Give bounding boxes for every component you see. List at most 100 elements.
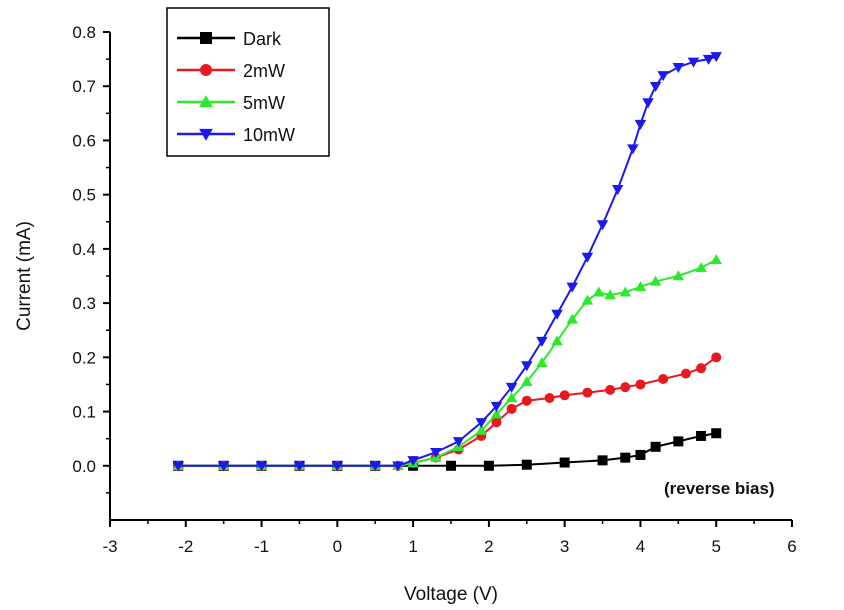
data-point (293, 461, 306, 472)
data-point (581, 252, 594, 263)
x-tick-label: 2 (484, 537, 493, 556)
data-point (635, 449, 646, 460)
y-tick-label: 0.7 (72, 77, 96, 96)
data-point (604, 289, 616, 300)
legend-label: Dark (243, 29, 282, 49)
data-point (172, 461, 184, 472)
legend-entries: Dark 2mW 5mW 10mW (177, 29, 295, 145)
data-point (611, 184, 624, 195)
data-point (657, 71, 669, 82)
data-point (711, 428, 722, 439)
legend-entry: 5mW (177, 93, 285, 113)
data-point (620, 452, 631, 463)
data-point (620, 382, 631, 393)
x-tick-label: -1 (254, 537, 269, 556)
y-tick-label: 0.1 (72, 403, 96, 422)
data-point (649, 81, 662, 92)
data-point (696, 430, 707, 441)
data-point (581, 294, 594, 305)
data-point (672, 270, 685, 281)
data-point (505, 392, 518, 403)
legend-entry: 2mW (177, 61, 285, 81)
y-tick-label: 0.6 (72, 131, 96, 150)
data-point (635, 379, 646, 390)
data-point (491, 417, 502, 428)
data-point (475, 418, 488, 429)
reverse-bias-annotation: (reverse bias) (664, 479, 775, 498)
data-point (255, 461, 268, 472)
y-tick-label: 0.4 (72, 240, 96, 259)
series-layer (172, 52, 722, 472)
x-tick-label: -2 (178, 537, 193, 556)
data-point (536, 357, 548, 368)
data-point (483, 460, 494, 471)
legend-label: 2mW (243, 61, 285, 81)
data-point (490, 408, 503, 419)
legend-entry: Dark (177, 29, 282, 49)
data-point (551, 309, 563, 320)
data-point (475, 424, 488, 435)
data-point (696, 363, 707, 374)
data-point (642, 98, 654, 109)
data-point (490, 401, 503, 412)
data-point (605, 384, 616, 395)
data-point (369, 461, 381, 472)
data-point (596, 220, 609, 231)
data-point (711, 352, 722, 363)
data-point (446, 460, 456, 471)
data-point (521, 361, 533, 372)
data-point (430, 447, 442, 458)
legend-marker (200, 32, 212, 44)
legend-marker (199, 128, 213, 141)
data-point (658, 374, 669, 385)
legend-box (166, 7, 330, 157)
data-point (710, 253, 722, 264)
data-point (649, 275, 662, 286)
data-point (559, 457, 570, 468)
data-point (544, 393, 555, 403)
series-dark (173, 428, 722, 471)
y-tick-label: 0.0 (72, 457, 96, 476)
x-tick-label: 6 (787, 537, 796, 556)
data-point (559, 390, 570, 401)
data-point (650, 441, 661, 452)
x-tick-label: -3 (102, 537, 117, 556)
data-point (392, 461, 404, 472)
data-point (619, 286, 632, 297)
x-tick-label: 1 (408, 537, 417, 556)
legend: Dark 2mW 5mW 10mW (166, 7, 330, 157)
legend-marker (199, 95, 213, 108)
data-point (551, 335, 563, 346)
x-tick-label: 5 (711, 537, 720, 556)
data-point (506, 403, 517, 414)
data-point (597, 455, 608, 466)
data-point (505, 382, 518, 393)
legend-label: 10mW (243, 125, 295, 145)
x-tick-label: 0 (333, 537, 342, 556)
data-point (672, 62, 685, 73)
data-point (627, 144, 639, 155)
data-point (407, 456, 419, 467)
x-axis-title: Voltage (V) (404, 584, 498, 605)
axis-layer: -3 -2 -1 0 1 2 3 4 5 6 0.0 0.1 0.2 0.3 0.4 0.5 0.6 0.7 0.8 (72, 23, 796, 556)
data-point (566, 313, 578, 324)
data-point (331, 461, 344, 472)
legend-entry: 10mW (177, 125, 295, 145)
y-tick-label: 0.3 (72, 294, 96, 313)
data-point (710, 52, 722, 63)
data-point (566, 282, 578, 293)
data-point (695, 262, 707, 273)
data-point (634, 119, 647, 130)
data-point (536, 336, 548, 347)
data-point (593, 286, 605, 297)
y-tick-label: 0.8 (72, 23, 96, 42)
data-point (521, 395, 532, 406)
y-axis-title: Current (mA) (14, 221, 35, 331)
series-10mw (172, 52, 722, 472)
series-line (178, 356, 717, 467)
x-tick-label: 3 (560, 537, 569, 556)
y-tick-label: 0.5 (72, 186, 96, 205)
data-point (521, 459, 532, 470)
data-point (702, 54, 715, 65)
